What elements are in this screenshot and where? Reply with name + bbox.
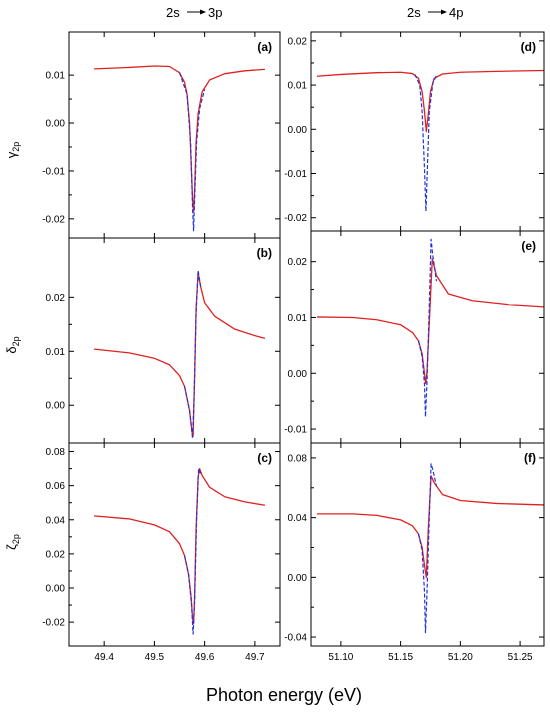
panel-frame <box>68 442 281 647</box>
panel-label: (c) <box>257 451 272 465</box>
panel-e: 0.02 0.01 0.00 -0.01 (e) <box>284 230 545 444</box>
series-solid-line <box>316 69 544 133</box>
panel-d: 0.02 0.01 0.00 -0.01 -0.02 (d) <box>284 31 545 232</box>
x-tick-label: 49.7 <box>245 652 265 663</box>
arrowhead-icon <box>200 9 206 15</box>
column-title-right-from: 2s <box>407 5 421 20</box>
y-tick-label: 0.00 <box>288 573 308 584</box>
panel-label: (d) <box>521 40 536 54</box>
ylabel-delta: δ2p <box>4 336 21 353</box>
series-dashed-line <box>183 467 202 635</box>
x-axis-label: Photon energy (eV) <box>206 685 362 705</box>
panel-frame <box>310 442 545 647</box>
y-tick-label: 0.02 <box>46 293 66 304</box>
column-title-left-to: 3p <box>208 5 222 20</box>
y-tick-label: -0.02 <box>284 213 307 224</box>
column-title-right: 2s 4p <box>407 5 463 20</box>
y-tick-label: 0.00 <box>46 401 66 412</box>
series-solid-line <box>316 475 544 578</box>
y-tick-label: 0.00 <box>46 119 66 130</box>
ylabel-gamma: γ2p <box>4 142 21 159</box>
y-tick-label: 0.01 <box>288 313 308 324</box>
panel-f: 0.08 0.04 0.00 -0.04 51.10 51.15 51.20 51.25 (f) <box>284 442 545 663</box>
y-tick-label: 0.01 <box>288 81 308 92</box>
y-tick-label: 0.00 <box>288 125 308 136</box>
series-solid-line <box>316 258 544 384</box>
panel-frame <box>68 31 281 239</box>
x-tick-label: 49.6 <box>195 652 215 663</box>
x-tick-label: 49.4 <box>94 652 114 663</box>
y-tick-label: -0.01 <box>284 169 307 180</box>
x-tick-label: 49.5 <box>145 652 165 663</box>
y-tick-label: -0.01 <box>284 425 307 436</box>
panel-label: (f) <box>524 451 536 465</box>
y-tick-label: 0.02 <box>46 549 66 560</box>
y-tick-label: 0.08 <box>288 453 308 464</box>
arrowhead-icon <box>441 9 447 15</box>
column-title-left-from: 2s <box>166 5 180 20</box>
series-dashed-line <box>183 269 202 440</box>
y-tick-label: 0.00 <box>46 584 66 595</box>
x-tick-label: 51.15 <box>388 652 413 663</box>
y-tick-label: -0.04 <box>284 633 307 644</box>
column-title-right-to: 4p <box>449 5 463 20</box>
panel-label: (e) <box>521 239 536 253</box>
y-tick-label: 0.06 <box>46 481 66 492</box>
panel-frame <box>310 230 545 444</box>
y-tick-label: 0.00 <box>288 369 308 380</box>
panel-b: 0.02 0.01 0.00 (b) <box>46 237 281 444</box>
column-title-left: 2s 3p <box>166 5 222 20</box>
y-tick-label: 0.02 <box>288 257 308 268</box>
y-tick-label: 0.08 <box>46 447 66 458</box>
x-tick-label: 51.10 <box>328 652 353 663</box>
y-tick-label: 0.04 <box>46 515 66 526</box>
series-solid-line <box>94 467 266 625</box>
panel-label: (a) <box>257 40 272 54</box>
y-tick-label: -0.02 <box>42 214 65 225</box>
y-tick-label: 0.01 <box>46 71 66 82</box>
panel-label: (b) <box>257 246 272 260</box>
panel-frame <box>68 237 281 444</box>
y-tick-label: 0.01 <box>46 347 66 358</box>
y-tick-label: 0.02 <box>288 36 308 47</box>
series-dashed-line <box>417 463 438 634</box>
panels: 0.01 0.00 -0.01 -0.02 (a) 0.02 0.01 0.00 (b) 0.08… <box>42 31 545 663</box>
panel-a: 0.01 0.00 -0.01 -0.02 (a) <box>42 31 281 239</box>
panel-c: 0.08 0.06 0.04 0.02 0.00 -0.02 49.4 49.5 49.6 49.… <box>42 442 281 663</box>
y-tick-label: -0.01 <box>42 166 65 177</box>
series-dashed-line <box>414 74 438 212</box>
y-tick-label: -0.02 <box>42 618 65 629</box>
series-solid-line <box>94 272 266 437</box>
series-dashed-line <box>178 72 206 232</box>
y-tick-label: 0.04 <box>288 513 308 524</box>
series-dashed-line <box>417 238 438 418</box>
x-tick-label: 51.20 <box>448 652 473 663</box>
series-solid-line <box>94 65 265 213</box>
x-tick-label: 51.25 <box>508 652 533 663</box>
panel-frame <box>310 31 545 232</box>
ylabel-zeta: ζ2p <box>4 534 21 550</box>
